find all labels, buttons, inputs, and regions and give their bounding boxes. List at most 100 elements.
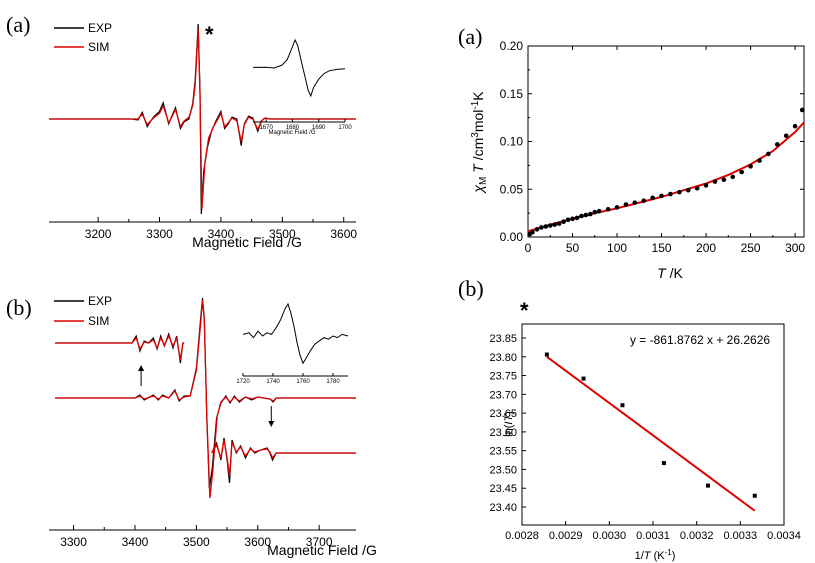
chiT-x-tick-label: 0 [525, 241, 532, 255]
x-tick-label: 3400 [122, 535, 149, 549]
chiT-frame [527, 45, 805, 238]
chiT-point [799, 107, 805, 113]
lnIT-x-tick-label: 0.0034 [767, 530, 801, 542]
chiT-point [579, 213, 584, 219]
chiT-point [605, 207, 611, 212]
x-tick-label: 3300 [60, 535, 87, 549]
chiT-point [783, 133, 789, 139]
chiT-point [539, 225, 544, 230]
legend-sim-label-a: SIM [88, 40, 109, 54]
panel-label-b-right: (b) [458, 276, 484, 301]
chiT-point [561, 219, 566, 225]
asterisk-marker-a: * [205, 22, 214, 47]
legend-exp-label-a: EXP [88, 21, 112, 35]
chiT-y-tick-label: 0.10 [500, 135, 524, 149]
chiT-fit-curve [527, 121, 805, 233]
x-tick-label: 3500 [183, 535, 210, 549]
legend-sim-label-b: SIM [88, 314, 109, 328]
inset-a-tick-label: 1700 [338, 125, 352, 131]
inset-b-trace [242, 302, 349, 365]
x-axis-inset-b: 1720 1740 1760 1780 [236, 373, 348, 385]
chiT-point [694, 185, 700, 191]
chiT-x-tick-label: 250 [741, 241, 761, 255]
epr-traces-b [55, 297, 356, 499]
chiT-point [556, 221, 562, 226]
epr-panel-a: (a) EXP SIM * 3200 3300 3400 3500 3600 Magne… [6, 12, 357, 250]
chiT-point [574, 215, 580, 221]
chiT-axes: 0 50 100 150 200 250 300 0.00 0.05 0.10 0.15 0.20 [500, 39, 806, 255]
inset-a-tick-label: 1690 [312, 125, 326, 131]
chiT-x-tick-label: 300 [785, 241, 805, 255]
exp-trace-0 [55, 332, 185, 364]
chiT-x-tick-label: 100 [607, 241, 627, 255]
lnIT-data [544, 352, 757, 512]
fit-equation: y = -861.8762 x + 26.2626 [630, 333, 770, 347]
x-axis-title-chiT: T /K [657, 265, 683, 281]
y-axis-title-lnIT: ln(IT) [503, 411, 515, 437]
lnIT-x-tick-label: 0.0031 [636, 530, 670, 542]
exp-trace-0 [49, 23, 356, 215]
x-tick-label: 3600 [330, 227, 357, 241]
chiT-point [721, 177, 727, 182]
chiT-x-tick-label: 50 [566, 241, 580, 255]
x-tick-label: 3700 [306, 535, 333, 549]
chiT-point [659, 193, 664, 199]
lnIT-fit-line [546, 355, 756, 512]
x-axis-a: 3200 3300 3400 3500 3600 [49, 217, 357, 241]
x-axis-title-inset-a: Magnetic Field /G [268, 130, 315, 136]
lnIT-x-tick-label: 0.0028 [505, 530, 539, 542]
x-tick-label: 3400 [208, 227, 235, 241]
lnIT-point [706, 483, 711, 488]
chiT-point [748, 164, 753, 169]
chiT-point [534, 227, 540, 232]
lnIT-point [581, 376, 586, 381]
lnIT-frame [521, 323, 785, 526]
chiT-point [712, 179, 718, 184]
epr-traces-a [49, 23, 356, 215]
chiT-point [685, 187, 691, 193]
chiT-point [565, 217, 571, 223]
chiT-point [739, 169, 744, 175]
chiT-point [623, 202, 629, 207]
chiT-point [596, 208, 602, 214]
chiT-point [650, 195, 655, 201]
lnIT-y-tick-label: 23.75 [489, 371, 517, 383]
chiT-y-tick-label: 0.15 [500, 87, 524, 101]
chiT-point [766, 151, 771, 157]
chiT-point [570, 216, 575, 222]
x-axis-title-lnIT: 1/T (K-1) [635, 548, 676, 562]
inset-b-tick-label: 1740 [266, 379, 280, 385]
lnIT-point [620, 403, 625, 408]
x-tick-label: 3600 [244, 535, 271, 549]
chiT-x-tick-label: 200 [696, 241, 716, 255]
chiT-point [668, 191, 673, 197]
chiT-point [543, 224, 549, 229]
x-axis-b: 3300 3400 3500 3600 3700 [49, 525, 356, 549]
chiT-y-tick-label: 0.20 [500, 39, 524, 53]
inset-a-tick-label: 1670 [259, 125, 273, 131]
chiT-point [588, 211, 593, 217]
lnIT-point [661, 461, 666, 466]
inset-a: 1670 1680 1690 1700 Magnetic Field /G [252, 38, 352, 136]
lnIT-y-tick-label: 23.70 [489, 389, 517, 401]
chiT-point [552, 222, 558, 227]
sim-trace-0 [55, 334, 185, 361]
panel-label-b-left: (b) [6, 295, 32, 320]
chiT-point [703, 183, 709, 188]
asterisk-marker-b: * [520, 298, 529, 323]
chiT-point [677, 189, 682, 195]
chiT-point [641, 198, 647, 204]
lnIT-y-tick-label: 23.50 [489, 464, 517, 476]
x-axis-title-b: Magnetic Field /G [267, 542, 377, 558]
chiT-x-tick-label: 150 [652, 241, 672, 255]
lnIT-y-tick-label: 23.40 [489, 502, 517, 514]
chiT-point [547, 223, 553, 228]
inset-b: 1720 1740 1760 1780 [236, 302, 349, 385]
arrows-b [138, 365, 275, 427]
chiT-panel: (a) 0 50 100 150 200 250 300 0.00 0.05 0.10 0.15 0.… [458, 24, 805, 281]
legend-exp-label-b: EXP [88, 294, 112, 308]
inset-b-tick-label: 1780 [326, 379, 340, 385]
lnIT-axes: 0.0028 0.0029 0.0030 0.0031 0.0032 0.0033 0.00… [489, 323, 801, 542]
chiT-point [614, 205, 620, 210]
